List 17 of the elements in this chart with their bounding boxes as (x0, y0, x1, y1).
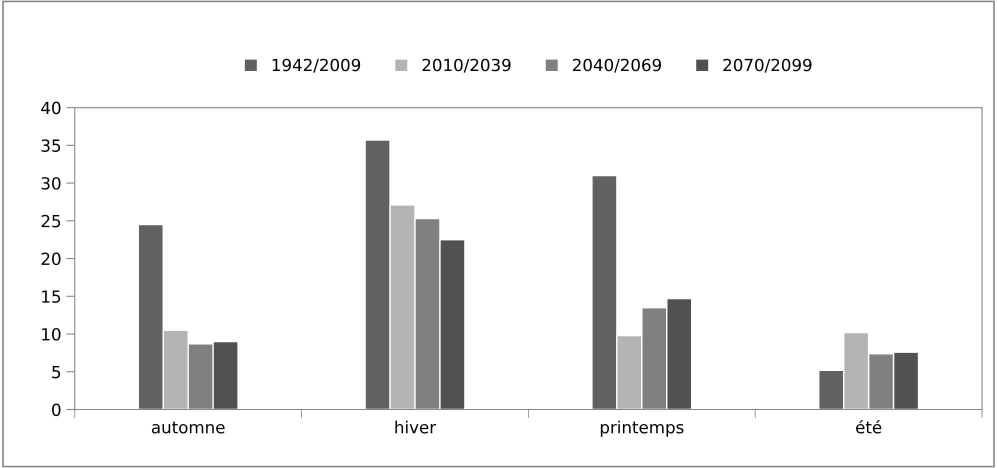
y-tick-label: 0 (52, 403, 60, 416)
legend-label: 1942/2009 (272, 58, 360, 73)
legend-label: 2040/2069 (572, 58, 662, 73)
x-tick-label: automne (152, 422, 225, 434)
x-tick-label: été (856, 420, 882, 434)
y-tick-label: 15 (42, 290, 60, 303)
legend-label: 2070/2099 (723, 58, 812, 73)
y-tick-label: 25 (42, 214, 60, 228)
x-tick-label: printemps (600, 420, 684, 437)
y-tick-label: 35 (42, 139, 60, 152)
x-tick-label: hiver (395, 420, 436, 434)
y-tick-label: 40 (41, 102, 60, 114)
y-tick-label: 20 (42, 252, 60, 266)
y-tick-label: 10 (42, 328, 60, 341)
y-tick-label: 30 (42, 177, 60, 190)
legend-label: 2010/2039 (422, 58, 511, 73)
y-tick-label: 5 (52, 366, 60, 378)
